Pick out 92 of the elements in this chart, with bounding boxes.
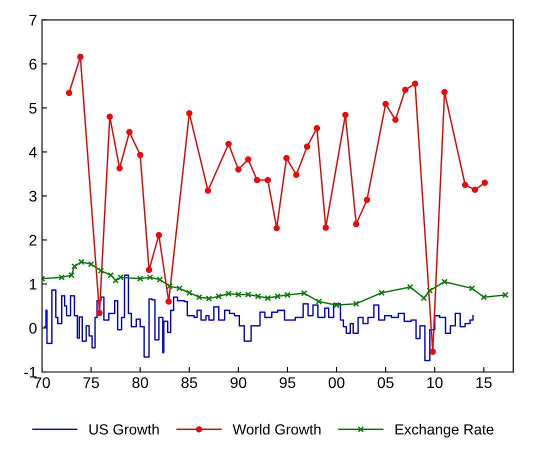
point <box>274 224 280 232</box>
point <box>96 310 103 316</box>
x-tick-label: 15 <box>476 377 492 388</box>
point <box>204 188 212 194</box>
x-tick-label: 00 <box>328 377 344 388</box>
point <box>186 290 192 296</box>
point <box>78 258 84 266</box>
point <box>77 54 84 60</box>
point <box>245 291 252 298</box>
point <box>156 276 163 283</box>
point <box>333 302 340 308</box>
legend-label: World Growth <box>232 424 321 435</box>
point <box>137 276 144 282</box>
point <box>186 110 192 116</box>
point <box>196 294 202 300</box>
point <box>126 128 133 136</box>
y-tick-label: 3 <box>29 190 37 202</box>
point <box>146 274 154 280</box>
point <box>392 116 399 123</box>
point <box>322 224 329 231</box>
y-tick-label: 0 <box>29 322 37 334</box>
point <box>378 290 385 296</box>
y-tick-label: 2 <box>29 234 36 246</box>
point <box>254 176 260 184</box>
point <box>441 278 448 285</box>
point <box>430 348 436 355</box>
point <box>364 196 370 204</box>
point <box>58 274 65 280</box>
point <box>353 220 360 228</box>
point <box>245 156 252 163</box>
x-tick-label: 80 <box>132 377 148 388</box>
point <box>98 268 104 274</box>
y-tick-label: 5 <box>29 102 37 114</box>
point <box>225 140 232 148</box>
point <box>314 125 320 132</box>
y-tick-label: 7 <box>29 14 36 26</box>
legend-label: Exchange Rate <box>396 424 494 438</box>
point <box>71 263 78 270</box>
point <box>116 165 123 172</box>
point <box>176 285 183 292</box>
point <box>254 293 262 300</box>
legend-label: US Growth <box>89 424 159 435</box>
point <box>106 114 113 120</box>
x-tick-label: 95 <box>280 377 296 388</box>
point <box>462 182 468 188</box>
point <box>108 272 114 278</box>
y-tick-label: 6 <box>29 58 37 70</box>
point <box>283 154 290 162</box>
point <box>412 80 418 87</box>
point <box>284 292 291 298</box>
point <box>316 298 322 305</box>
y-tick-label: 1 <box>30 278 36 290</box>
point <box>426 287 433 294</box>
point <box>166 298 172 305</box>
point <box>166 283 173 290</box>
point <box>264 176 271 184</box>
point <box>68 272 75 278</box>
x-tick-label: 05 <box>378 377 394 388</box>
x-tick-label: 75 <box>83 377 99 388</box>
point <box>137 152 144 158</box>
point <box>420 294 428 302</box>
point <box>206 295 212 302</box>
point <box>293 172 300 178</box>
point <box>441 88 448 96</box>
x-tick-label: 90 <box>230 377 246 388</box>
x-tick-label: 70 <box>34 377 50 388</box>
point <box>216 293 222 300</box>
point <box>304 144 310 150</box>
point <box>480 294 487 300</box>
point <box>235 166 242 173</box>
point <box>264 294 271 302</box>
point <box>482 180 488 186</box>
point <box>88 261 94 268</box>
point <box>472 186 478 193</box>
point <box>156 232 162 238</box>
point <box>402 86 408 93</box>
point <box>407 284 414 290</box>
point <box>382 100 389 108</box>
point <box>353 300 360 307</box>
x-tick-label: 10 <box>427 377 443 388</box>
point <box>235 291 242 298</box>
x-tick-label: 85 <box>181 377 198 388</box>
y-tick-label: -1 <box>24 367 36 378</box>
point <box>225 290 232 297</box>
point <box>301 290 308 296</box>
point <box>146 266 152 274</box>
point <box>502 292 509 298</box>
point <box>342 112 348 118</box>
point <box>274 293 281 300</box>
point <box>468 285 476 292</box>
y-tick-label: 4 <box>29 146 37 158</box>
point <box>66 90 72 96</box>
